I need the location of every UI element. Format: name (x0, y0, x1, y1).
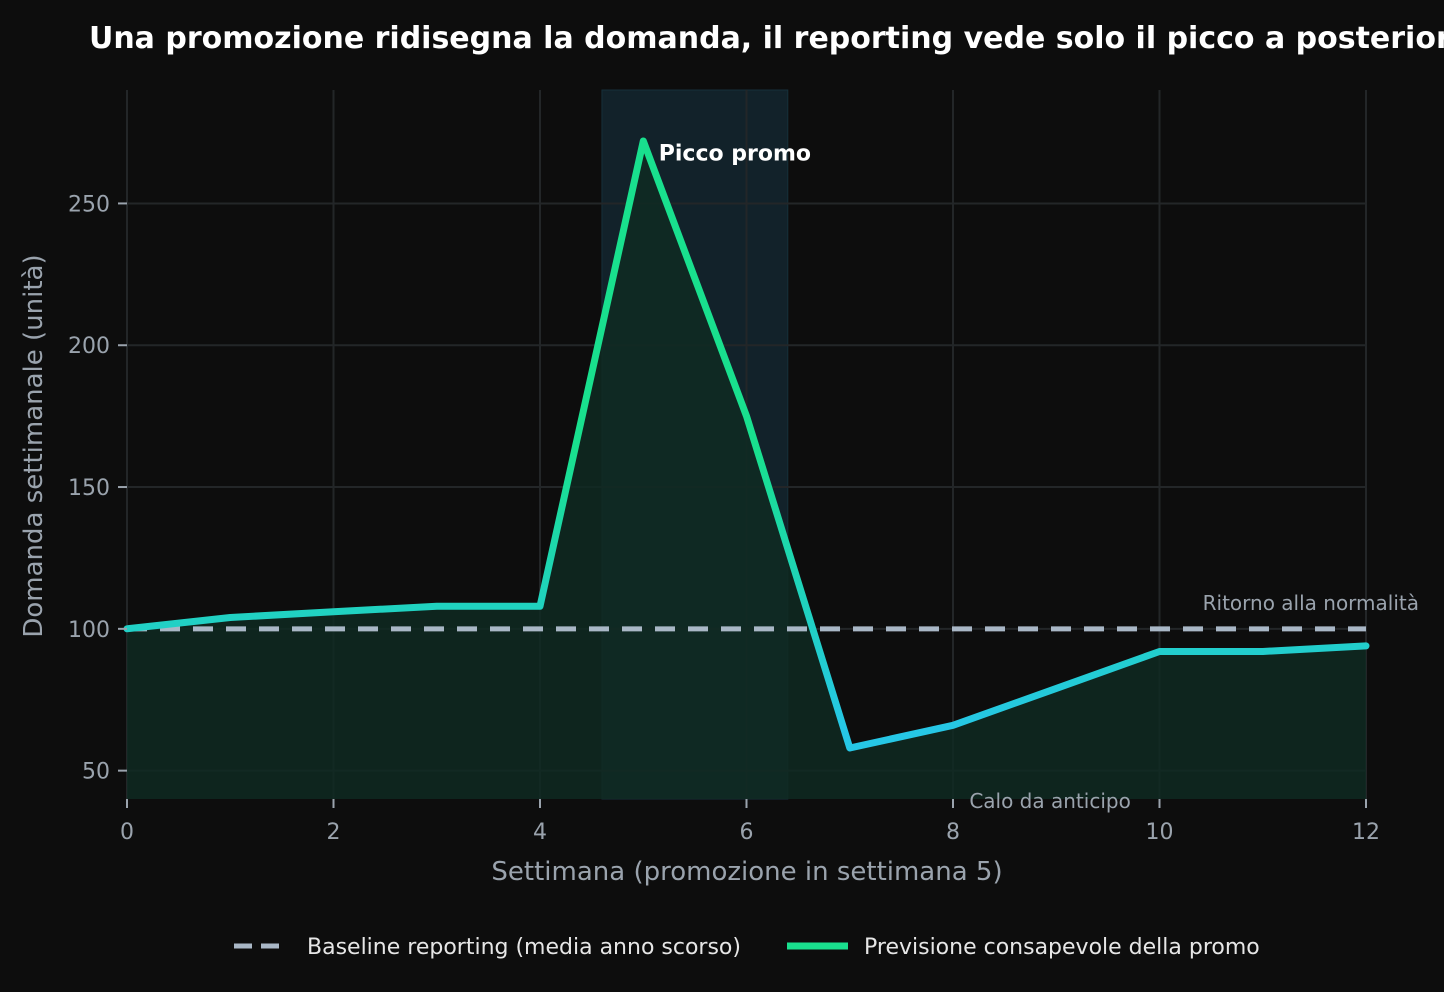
legend-forecast-label: Previsione consapevole della promo (864, 935, 1260, 960)
annotation-peak: Picco promo (659, 141, 811, 166)
forecast-area-fill (127, 141, 1366, 799)
x-tick-label: 4 (533, 820, 547, 845)
y-tick-label: 250 (68, 192, 110, 217)
annotation-dip: Calo da anticipo (969, 789, 1130, 813)
plot-area: 0 2 4 6 8 10 12 50 100 150 200 250 Picco promo Rito… (68, 89, 1419, 845)
legend: Baseline reporting (media anno scorso) P… (234, 935, 1260, 960)
y-tick-label: 50 (82, 760, 110, 785)
x-tick-label: 10 (1146, 820, 1174, 845)
x-tick-label: 2 (327, 820, 341, 845)
y-tick-label: 150 (68, 476, 110, 501)
y-axis-ticks: 50 100 150 200 250 (68, 192, 127, 785)
x-tick-label: 8 (946, 820, 960, 845)
x-tick-label: 12 (1352, 820, 1380, 845)
x-tick-label: 0 (120, 820, 134, 845)
forecast-series-line (123, 137, 1370, 752)
annotation-return: Ritorno alla normalità (1203, 591, 1419, 615)
x-tick-label: 6 (740, 820, 754, 845)
chart-title: Una promozione ridisegna la domanda, il … (89, 21, 1444, 56)
x-axis-label: Settimana (promozione in settimana 5) (491, 857, 1002, 887)
chart-annotations: Picco promo Ritorno alla normalità Calo da… (659, 141, 1419, 813)
y-tick-label: 100 (68, 618, 110, 643)
y-axis-label: Domanda settimanale (unità) (19, 254, 49, 637)
x-axis-ticks: 0 2 4 6 8 10 12 (120, 799, 1380, 845)
legend-baseline-label: Baseline reporting (media anno scorso) (307, 935, 741, 960)
y-tick-label: 200 (68, 334, 110, 359)
